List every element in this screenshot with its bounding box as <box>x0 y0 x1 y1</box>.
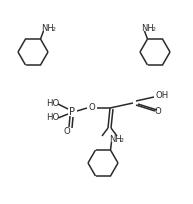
Text: HO: HO <box>46 113 59 122</box>
Text: O: O <box>89 103 95 112</box>
Text: P: P <box>69 107 75 117</box>
Text: OH: OH <box>155 92 168 101</box>
Text: O: O <box>155 108 161 116</box>
Text: O: O <box>64 128 70 136</box>
Text: NH: NH <box>41 23 54 32</box>
Text: HO: HO <box>46 99 59 108</box>
Text: NH: NH <box>141 23 154 32</box>
Text: 2: 2 <box>119 138 123 143</box>
Text: 2: 2 <box>151 27 155 32</box>
Text: NH: NH <box>109 134 122 143</box>
Text: 2: 2 <box>51 27 55 32</box>
